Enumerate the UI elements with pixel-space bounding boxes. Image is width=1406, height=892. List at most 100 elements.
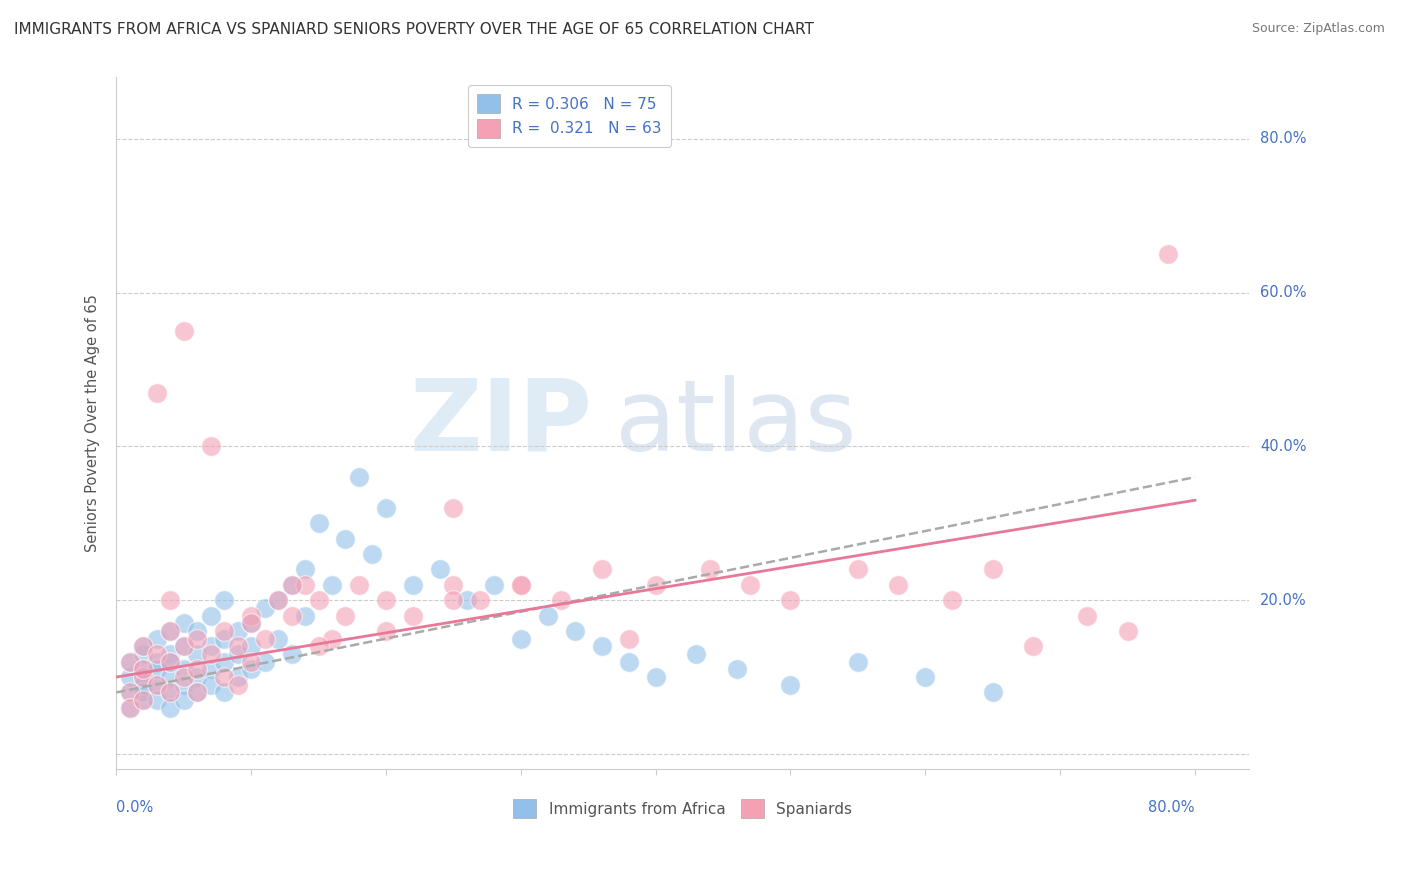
Point: [132, 662, 155, 676]
Point: [159, 593, 181, 607]
Point: [200, 678, 222, 692]
Point: [725, 662, 748, 676]
Point: [253, 600, 276, 615]
Point: [145, 655, 167, 669]
Point: [1022, 640, 1045, 654]
Point: [132, 693, 155, 707]
Point: [441, 578, 464, 592]
Text: Source: ZipAtlas.com: Source: ZipAtlas.com: [1251, 22, 1385, 36]
Point: [699, 562, 721, 576]
Text: 40.0%: 40.0%: [1260, 439, 1306, 454]
Point: [132, 662, 155, 676]
Point: [591, 640, 613, 654]
Point: [308, 516, 330, 531]
Point: [132, 670, 155, 684]
Point: [294, 578, 316, 592]
Point: [186, 647, 208, 661]
Point: [402, 608, 425, 623]
Point: [159, 647, 181, 661]
Point: [294, 562, 316, 576]
Point: [564, 624, 586, 638]
Point: [118, 655, 141, 669]
Text: 80.0%: 80.0%: [1149, 800, 1195, 815]
Point: [186, 632, 208, 646]
Point: [240, 640, 263, 654]
Y-axis label: Seniors Poverty Over the Age of 65: Seniors Poverty Over the Age of 65: [86, 294, 100, 552]
Point: [240, 608, 263, 623]
Point: [1116, 624, 1139, 638]
Point: [456, 593, 478, 607]
Point: [212, 670, 235, 684]
Point: [173, 670, 195, 684]
Point: [685, 647, 707, 661]
Point: [173, 693, 195, 707]
Point: [644, 578, 666, 592]
Point: [145, 632, 167, 646]
Point: [173, 678, 195, 692]
Legend: Immigrants from Africa, Spaniards: Immigrants from Africa, Spaniards: [508, 793, 858, 824]
Point: [361, 547, 384, 561]
Point: [240, 616, 263, 631]
Point: [374, 593, 396, 607]
Point: [200, 439, 222, 453]
Point: [981, 685, 1004, 699]
Point: [441, 593, 464, 607]
Point: [846, 655, 869, 669]
Point: [226, 624, 249, 638]
Point: [617, 655, 640, 669]
Point: [200, 608, 222, 623]
Point: [591, 562, 613, 576]
Point: [267, 593, 290, 607]
Point: [212, 624, 235, 638]
Point: [186, 624, 208, 638]
Point: [200, 640, 222, 654]
Point: [173, 640, 195, 654]
Point: [280, 578, 302, 592]
Point: [200, 647, 222, 661]
Point: [145, 647, 167, 661]
Point: [212, 593, 235, 607]
Text: IMMIGRANTS FROM AFRICA VS SPANIARD SENIORS POVERTY OVER THE AGE OF 65 CORRELATIO: IMMIGRANTS FROM AFRICA VS SPANIARD SENIO…: [14, 22, 814, 37]
Point: [145, 678, 167, 692]
Point: [280, 578, 302, 592]
Point: [280, 608, 302, 623]
Text: 0.0%: 0.0%: [117, 800, 153, 815]
Point: [914, 670, 936, 684]
Point: [226, 640, 249, 654]
Point: [173, 662, 195, 676]
Point: [402, 578, 425, 592]
Point: [308, 593, 330, 607]
Point: [118, 685, 141, 699]
Point: [267, 593, 290, 607]
Point: [159, 701, 181, 715]
Point: [132, 685, 155, 699]
Point: [132, 640, 155, 654]
Point: [132, 640, 155, 654]
Point: [1157, 247, 1180, 261]
Text: ZIP: ZIP: [409, 375, 592, 472]
Point: [145, 385, 167, 400]
Text: 60.0%: 60.0%: [1260, 285, 1306, 301]
Point: [470, 593, 492, 607]
Point: [482, 578, 505, 592]
Point: [118, 655, 141, 669]
Point: [132, 693, 155, 707]
Point: [941, 593, 963, 607]
Point: [118, 701, 141, 715]
Point: [226, 678, 249, 692]
Point: [132, 670, 155, 684]
Point: [846, 562, 869, 576]
Text: 20.0%: 20.0%: [1260, 592, 1306, 607]
Point: [159, 670, 181, 684]
Point: [159, 655, 181, 669]
Point: [509, 578, 531, 592]
Point: [132, 678, 155, 692]
Point: [779, 678, 801, 692]
Point: [240, 655, 263, 669]
Point: [887, 578, 910, 592]
Point: [509, 632, 531, 646]
Point: [374, 500, 396, 515]
Point: [738, 578, 761, 592]
Point: [212, 655, 235, 669]
Point: [159, 624, 181, 638]
